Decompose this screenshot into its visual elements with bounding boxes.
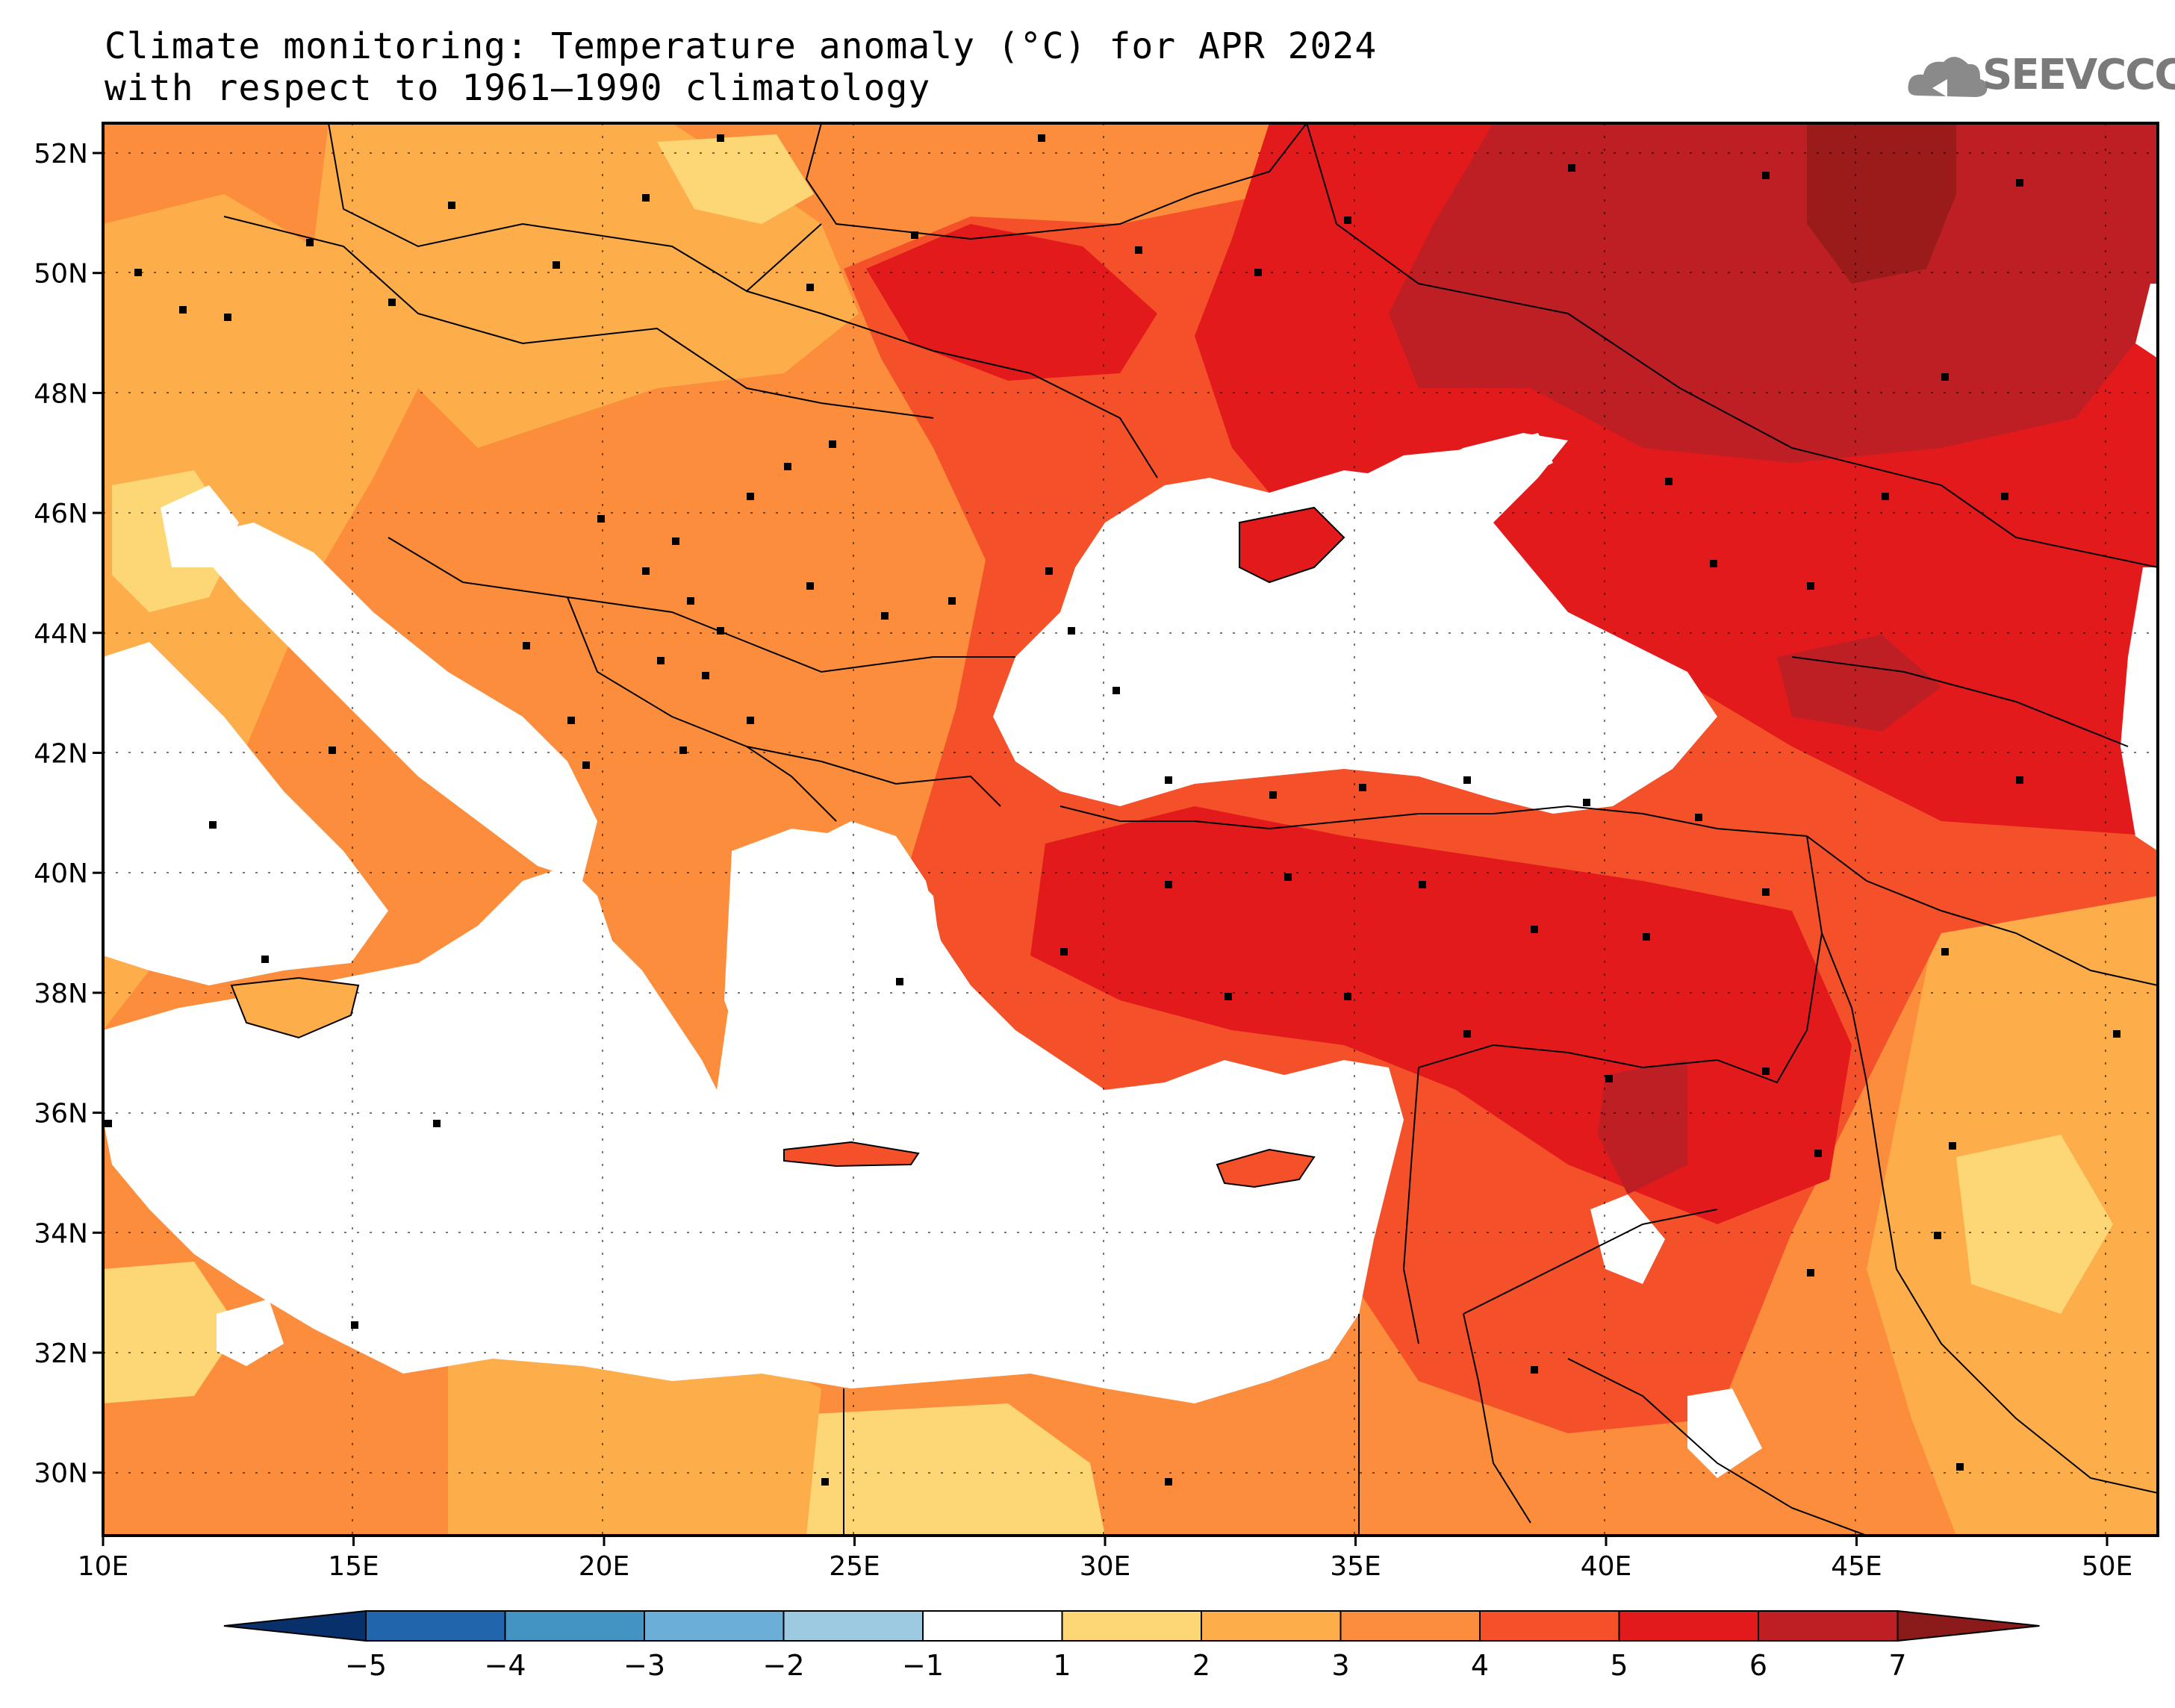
country-borders (223, 123, 2158, 1536)
zone-north-light-2 (657, 134, 814, 224)
zone-7-plus (1807, 123, 1956, 284)
lat-tick-label: 40N (34, 858, 88, 889)
adriatic-sea (187, 523, 597, 881)
crete (783, 1141, 920, 1168)
zone-6-7-mesopotamia (1598, 1060, 1687, 1194)
colorbar-segment (782, 1610, 924, 1642)
caspian-sea (2120, 567, 2158, 851)
colorbar-label: −2 (762, 1649, 804, 1682)
lon-tick-label: 45E (1831, 1551, 1882, 1582)
colorbar-segment (1618, 1610, 1759, 1642)
zone-east-yellow (1956, 1135, 2113, 1314)
lon-tick-label: 15E (328, 1551, 379, 1582)
mediterranean-sea (103, 821, 1404, 1403)
colorbar-label: −3 (623, 1649, 665, 1682)
no-data-syria (1590, 1194, 1665, 1284)
longitude-axis: 10E 15E 20E 25E 30E 35E 40E 45E 50E (78, 1536, 2133, 1582)
colorbar-label: 5 (1610, 1649, 1628, 1682)
black-sea (993, 433, 1717, 814)
colorbar-label: 6 (1749, 1649, 1767, 1682)
lat-tick-label: 38N (34, 979, 88, 1009)
no-data-west-alps (161, 485, 239, 567)
lat-tick-label: 32N (34, 1338, 88, 1369)
colorbar-segment (1201, 1610, 1342, 1642)
cyprus (1216, 1148, 1316, 1188)
colorbar-extend-high (1896, 1609, 2040, 1642)
zone-6-7-caucasus (1777, 635, 1941, 732)
lat-tick-label: 52N (34, 139, 88, 169)
zone-north-africa-light-2 (448, 1344, 821, 1536)
zone-libya-yellow (103, 1262, 239, 1403)
colorbar-label: 2 (1192, 1649, 1210, 1682)
lat-tick-label: 34N (34, 1218, 88, 1249)
crimea-outline (1239, 506, 1345, 584)
lat-tick-label: 42N (34, 739, 88, 770)
lat-tick-label: 50N (34, 259, 88, 290)
map-title-line-2: with respect to 1961–1990 climatology (105, 67, 931, 109)
lon-tick-label: 30E (1080, 1551, 1131, 1582)
cloud-logo-icon (1908, 57, 1988, 97)
latitude-axis: 52N 50N 48N 46N 44N 42N 40N 38N 36N 34N 32N 30N (34, 139, 103, 1489)
lat-tick-label: 30N (34, 1459, 88, 1489)
sicily (230, 976, 360, 1039)
zone-north-africa-light (732, 1403, 1105, 1536)
colorbar-label: 4 (1471, 1649, 1489, 1682)
colorbar: −5 −4 −3 −2 −1 1 2 3 4 5 6 7 (223, 1609, 2040, 1682)
map-title-line-1: Climate monitoring: Temperature anomaly … (105, 25, 1378, 67)
colorbar-label: −5 (345, 1649, 387, 1682)
lat-tick-label: 46N (34, 499, 88, 529)
lon-tick-label: 40E (1581, 1551, 1632, 1582)
colorbar-label: −1 (902, 1649, 944, 1682)
lon-tick-label: 50E (2082, 1551, 2133, 1582)
colorbar-segment (1479, 1610, 1620, 1642)
stations (105, 134, 2120, 1486)
lon-tick-label: 25E (829, 1551, 880, 1582)
map-frame (102, 122, 2159, 1537)
colorbar-segment (1061, 1610, 1202, 1642)
colorbar-label: 1 (1053, 1649, 1071, 1682)
colorbar-segment (644, 1610, 785, 1642)
colorbar-segment (504, 1610, 645, 1642)
colorbar-label: 7 (1888, 1649, 1906, 1682)
colorbar-label: −4 (484, 1649, 526, 1682)
colorbar-extend-low (223, 1609, 367, 1642)
tyrrhenian-sea (103, 642, 388, 985)
lon-tick-label: 20E (579, 1551, 630, 1582)
lat-tick-label: 36N (34, 1099, 88, 1129)
colorbar-segment (365, 1610, 506, 1642)
logo-text: SEEVCCC (1982, 51, 2175, 99)
zone-5-6-north (866, 224, 1157, 381)
no-data-east (2135, 284, 2158, 358)
lon-tick-label: 10E (78, 1551, 129, 1582)
map-field (103, 123, 2158, 1536)
lat-tick-label: 44N (34, 619, 88, 649)
no-data-saudi (1687, 1388, 1762, 1478)
lon-tick-label: 35E (1330, 1551, 1381, 1582)
no-data-libya (217, 1299, 284, 1366)
colorbar-segment (1758, 1610, 1899, 1642)
zone-6-7 (1389, 123, 2158, 463)
colorbar-label: 3 (1331, 1649, 1349, 1682)
sea-of-azov (1359, 433, 1553, 508)
aegean-sea (724, 829, 941, 1082)
colorbar-segment (1339, 1610, 1481, 1642)
lat-tick-label: 48N (34, 378, 88, 409)
colorbar-segment (922, 1610, 1063, 1642)
